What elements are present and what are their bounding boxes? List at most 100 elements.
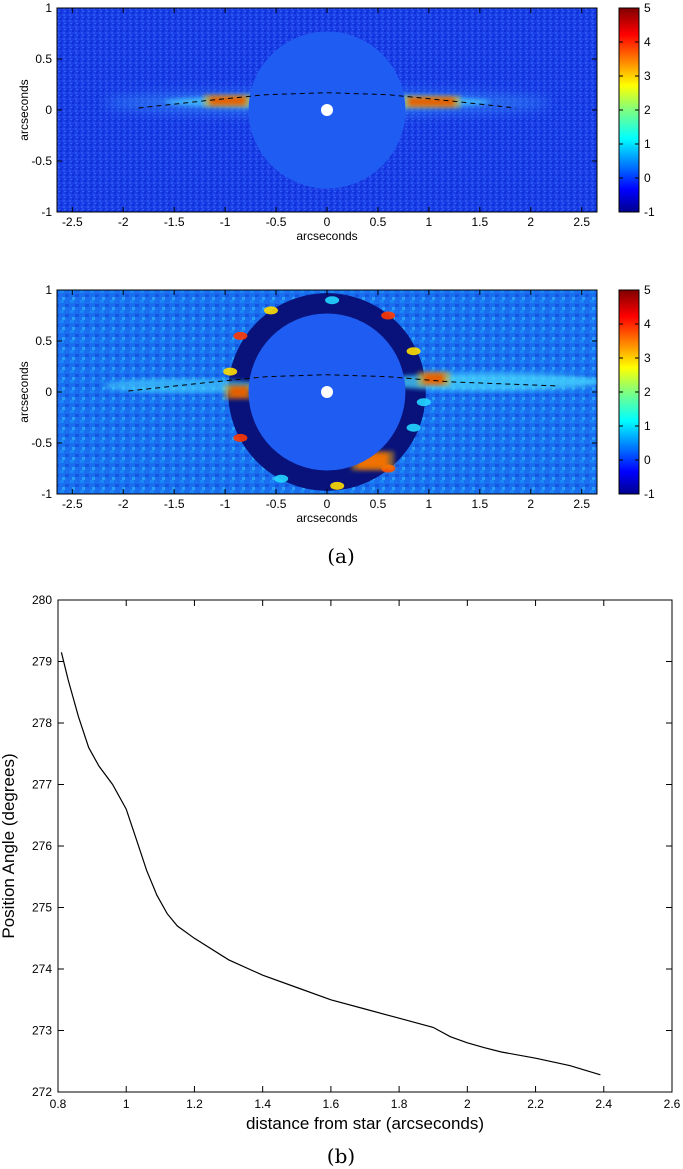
colorbar-tick-label: 5 <box>644 1 651 15</box>
x-tick-label: -0.5 <box>266 215 287 229</box>
series-line <box>60 652 601 1076</box>
colorbar-tick-label: 1 <box>644 137 651 151</box>
y-axis-label: Position Angle (degrees) <box>0 753 18 938</box>
x-tick-label: 1 <box>123 1097 130 1111</box>
x-tick-label: 1.2 <box>186 1097 203 1111</box>
x-tick-label: -1 <box>220 215 231 229</box>
x-tick-label: 0.8 <box>50 1097 67 1111</box>
x-tick-label: -1.5 <box>164 497 185 511</box>
x-tick-label: 1 <box>426 497 433 511</box>
plot-frame <box>57 599 673 1093</box>
x-tick-label: -2.5 <box>62 497 83 511</box>
speckle-blob <box>233 331 248 340</box>
x-tick-label: 2 <box>464 1097 471 1111</box>
colorbar-tick-label: 3 <box>644 69 651 83</box>
speckle-blob <box>406 423 421 432</box>
y-tick-label: -0.5 <box>31 154 52 168</box>
x-tick-label: 2.5 <box>573 497 590 511</box>
y-tick-label: 273 <box>32 1024 52 1038</box>
x-tick-label: 2 <box>527 215 534 229</box>
y-tick-label: -1 <box>41 487 52 501</box>
x-tick-label: 2.2 <box>527 1097 544 1111</box>
star-marker <box>321 386 333 398</box>
x-tick-label: 1.5 <box>471 215 488 229</box>
speckle-blob <box>325 296 340 305</box>
x-tick-label: 2.5 <box>573 215 590 229</box>
line-chart-panel: 0.8 1 1.2 1.4 1.6 1.8 2 2.2 2.4 2.6 272 273 274 275 27… <box>0 593 681 1133</box>
speckle-blob <box>263 306 278 315</box>
panel-label-b: (b) <box>327 1144 355 1168</box>
disk-feature-halo <box>224 384 254 400</box>
middle-heatmap-panel: -2.5 -2 -1.5 -1 -0.5 0 0.5 1 1.5 2 2.5 -1 -0.5 0 0.5 1 a… <box>17 283 655 525</box>
y-tick-label: 277 <box>32 778 52 792</box>
panel-label-a: (a) <box>327 544 355 568</box>
speckle-blob <box>381 311 396 320</box>
x-tick-label: -2 <box>118 215 129 229</box>
y-tick-label: -1 <box>41 205 52 219</box>
y-tick-label: 279 <box>32 655 52 669</box>
speckle-blob <box>406 347 421 356</box>
colorbar-tick-label: 2 <box>644 103 651 117</box>
colorbar-tick-label: 2 <box>644 385 651 399</box>
colorbar-tick-label: 4 <box>644 35 651 49</box>
colorbar-tick-label: 3 <box>644 351 651 365</box>
dashed-disk-curve <box>128 374 557 392</box>
heatmap-image <box>57 290 597 494</box>
colorbar-tick-label: 0 <box>644 453 651 467</box>
top-heatmap-panel: -2.5 -2 -1.5 -1 -0.5 0 0.5 1 1.5 2 2.5 -1 -0.5 0 0.5 1 a… <box>17 1 655 243</box>
x-tick-label: -1.5 <box>164 215 185 229</box>
y-tick-label: 276 <box>32 839 52 853</box>
x-tick-label: 2 <box>527 497 534 511</box>
colorbar-tick-label: 4 <box>644 317 651 331</box>
y-tick-label: 0.5 <box>35 334 52 348</box>
colorbar-tick-label: 1 <box>644 419 651 433</box>
x-axis-label: arcseconds <box>296 229 357 243</box>
y-tick-label: 0 <box>45 385 52 399</box>
x-tick-label: -1 <box>220 497 231 511</box>
x-tick-label: 2.4 <box>595 1097 612 1111</box>
x-tick-label: 1.5 <box>471 497 488 511</box>
speckle-blob <box>416 398 431 407</box>
colorbar-tick-label: -1 <box>644 487 655 501</box>
x-tick-label: 0.5 <box>370 497 387 511</box>
x-axis-label: arcseconds <box>296 511 357 525</box>
x-tick-label: 1.4 <box>254 1097 271 1111</box>
disk-glow <box>377 372 597 391</box>
colorbar-tick-label: 5 <box>644 283 651 297</box>
y-axis-label: arcseconds <box>17 361 31 422</box>
disk-feature-halo <box>203 94 252 107</box>
x-tick-label: -0.5 <box>266 497 287 511</box>
x-tick-label: 1.8 <box>391 1097 408 1111</box>
y-tick-label: 278 <box>32 716 52 730</box>
x-tick-label: -2.5 <box>62 215 83 229</box>
x-tick-label: 1 <box>426 215 433 229</box>
star-marker <box>321 104 333 116</box>
speckle-blob <box>233 433 248 442</box>
y-axis-label: arcseconds <box>17 79 31 140</box>
heatmap-image <box>57 8 597 212</box>
speckle-blob <box>330 481 345 490</box>
x-tick-label: 0 <box>324 497 331 511</box>
disk-feature-halo <box>417 371 451 386</box>
x-tick-label: 1.6 <box>323 1097 340 1111</box>
colorbar-tick-label: -1 <box>644 205 655 219</box>
y-tick-label: 275 <box>32 901 52 915</box>
colorbar-tick-label: 0 <box>644 171 651 185</box>
y-tick-label: 0 <box>45 103 52 117</box>
disk-feature-halo <box>402 95 461 108</box>
y-tick-label: 272 <box>32 1085 52 1099</box>
y-tick-label: 1 <box>45 283 52 297</box>
y-tick-label: 280 <box>32 593 52 607</box>
y-tick-label: 0.5 <box>35 52 52 66</box>
x-tick-label: 0 <box>324 215 331 229</box>
x-axis-label: distance from star (arcseconds) <box>246 1114 484 1133</box>
y-tick-label: -0.5 <box>31 436 52 450</box>
y-tick-label: 274 <box>32 962 52 976</box>
x-tick-label: 0.5 <box>370 215 387 229</box>
y-tick-label: 1 <box>45 1 52 15</box>
speckle-blob <box>274 474 289 483</box>
speckle-blob <box>223 367 238 376</box>
x-tick-label: 2.6 <box>664 1097 681 1111</box>
dashed-disk-curve <box>138 92 516 109</box>
